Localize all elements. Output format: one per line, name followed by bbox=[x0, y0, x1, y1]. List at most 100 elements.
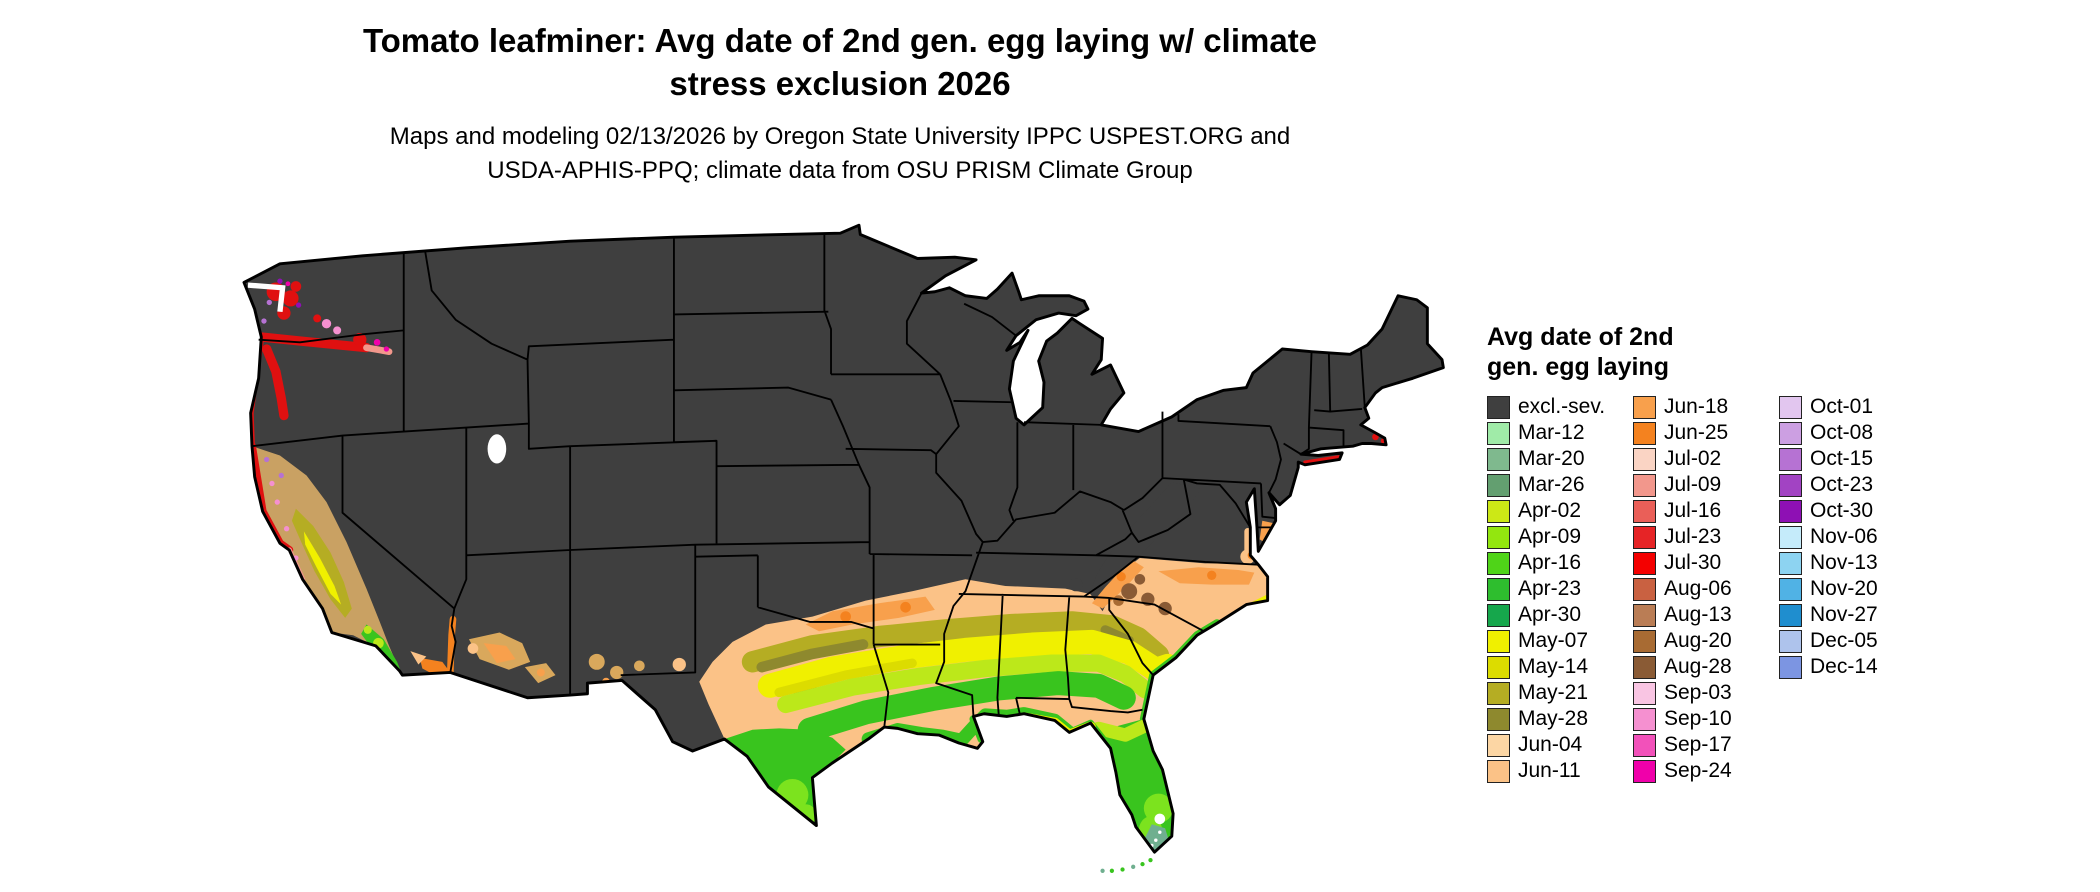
legend-row: Nov-27 bbox=[1779, 602, 1925, 628]
legend-row: Nov-06 bbox=[1779, 524, 1925, 550]
legend-row: May-07 bbox=[1487, 628, 1633, 654]
legend-row: Sep-03 bbox=[1633, 680, 1779, 706]
legend-swatch bbox=[1633, 577, 1656, 601]
legend-label: May-07 bbox=[1518, 629, 1589, 652]
legend-row: Apr-16 bbox=[1487, 550, 1633, 576]
legend-swatch bbox=[1487, 421, 1510, 445]
legend-swatch bbox=[1633, 655, 1656, 679]
legend-swatch bbox=[1633, 759, 1656, 783]
legend-label: Jul-30 bbox=[1664, 551, 1722, 574]
legend-row: Apr-02 bbox=[1487, 498, 1633, 524]
legend-label: Mar-12 bbox=[1518, 421, 1585, 444]
legend-swatch bbox=[1633, 473, 1656, 497]
legend-label: Nov-13 bbox=[1810, 551, 1878, 574]
legend-label: Sep-17 bbox=[1664, 733, 1732, 756]
legend-label: Jun-04 bbox=[1518, 733, 1583, 756]
legend-label: Aug-28 bbox=[1664, 655, 1732, 678]
legend-label: May-21 bbox=[1518, 681, 1589, 704]
legend-row: Sep-24 bbox=[1633, 758, 1779, 784]
legend-label: Jul-09 bbox=[1664, 473, 1722, 496]
legend-label: excl.-sev. bbox=[1518, 395, 1606, 418]
legend-row: Apr-30 bbox=[1487, 602, 1633, 628]
legend-row: Oct-08 bbox=[1779, 420, 1925, 446]
legend: Avg date of 2nd gen. egg laying excl.-se… bbox=[1487, 323, 1957, 784]
legend-row: Oct-15 bbox=[1779, 446, 1925, 472]
legend-row: Jun-18 bbox=[1633, 394, 1779, 420]
page-subtitle: Maps and modeling 02/13/2026 by Oregon S… bbox=[389, 123, 1291, 184]
legend-row: Mar-26 bbox=[1487, 472, 1633, 498]
legend-row: Aug-28 bbox=[1633, 654, 1779, 680]
legend-label: May-28 bbox=[1518, 707, 1589, 730]
legend-label: Mar-26 bbox=[1518, 473, 1585, 496]
map-water-bodies bbox=[247, 282, 1166, 825]
map-state-lines bbox=[251, 233, 1366, 728]
legend-row: Oct-01 bbox=[1779, 394, 1925, 420]
legend-row: Apr-23 bbox=[1487, 576, 1633, 602]
legend-swatch bbox=[1633, 603, 1656, 627]
legend-label: Oct-01 bbox=[1810, 395, 1874, 418]
map-outline bbox=[242, 223, 1445, 854]
legend-row: Jul-30 bbox=[1633, 550, 1779, 576]
page-title: Tomato leafminer: Avg date of 2nd gen. e… bbox=[362, 22, 1318, 102]
legend-label: Aug-06 bbox=[1664, 577, 1732, 600]
legend-label: Apr-02 bbox=[1518, 499, 1582, 522]
map-florida-keys bbox=[1100, 858, 1153, 873]
legend-swatch bbox=[1633, 395, 1656, 419]
legend-swatch bbox=[1487, 707, 1510, 731]
legend-label: Mar-20 bbox=[1518, 447, 1585, 470]
legend-label: Jun-18 bbox=[1664, 395, 1729, 418]
legend-label: May-14 bbox=[1518, 655, 1589, 678]
legend-swatch bbox=[1779, 421, 1802, 445]
legend-label: Jul-02 bbox=[1664, 447, 1722, 470]
legend-row: Aug-20 bbox=[1633, 628, 1779, 654]
legend-label: Oct-30 bbox=[1810, 499, 1874, 522]
legend-swatch bbox=[1633, 525, 1656, 549]
legend-label: Sep-24 bbox=[1664, 759, 1732, 782]
legend-swatch bbox=[1633, 707, 1656, 731]
legend-row: May-28 bbox=[1487, 706, 1633, 732]
legend-swatch bbox=[1487, 759, 1510, 783]
legend-label: Nov-27 bbox=[1810, 603, 1878, 626]
us-map-svg bbox=[242, 223, 1445, 873]
legend-row: Apr-09 bbox=[1487, 524, 1633, 550]
legend-swatch bbox=[1779, 525, 1802, 549]
legend-swatch bbox=[1633, 499, 1656, 523]
legend-row: May-14 bbox=[1487, 654, 1633, 680]
legend-row: Aug-13 bbox=[1633, 602, 1779, 628]
legend-label: Oct-15 bbox=[1810, 447, 1874, 470]
legend-label: Nov-20 bbox=[1810, 577, 1878, 600]
legend-swatch bbox=[1487, 577, 1510, 601]
legend-swatch bbox=[1487, 499, 1510, 523]
legend-label: Aug-20 bbox=[1664, 629, 1732, 652]
legend-swatch bbox=[1633, 421, 1656, 445]
legend-swatch bbox=[1779, 577, 1802, 601]
legend-row: Mar-20 bbox=[1487, 446, 1633, 472]
legend-label: Dec-05 bbox=[1810, 629, 1878, 652]
legend-swatch bbox=[1487, 525, 1510, 549]
legend-swatch bbox=[1487, 681, 1510, 705]
legend-label: Oct-23 bbox=[1810, 473, 1874, 496]
legend-row: Aug-06 bbox=[1633, 576, 1779, 602]
legend-swatch bbox=[1779, 395, 1802, 419]
legend-label: Apr-23 bbox=[1518, 577, 1582, 600]
legend-row: Nov-13 bbox=[1779, 550, 1925, 576]
legend-swatch bbox=[1779, 499, 1802, 523]
legend-label: Jul-16 bbox=[1664, 499, 1722, 522]
legend-label: Jun-25 bbox=[1664, 421, 1729, 444]
legend-column-3: Oct-01 Oct-08 Oct-15 Oct-23 Oct-30 Nov-06 Nov-… bbox=[1779, 394, 1925, 784]
legend-swatch bbox=[1487, 603, 1510, 627]
us-map bbox=[240, 222, 1446, 886]
legend-row: Nov-20 bbox=[1779, 576, 1925, 602]
legend-row: Jul-16 bbox=[1633, 498, 1779, 524]
legend-column-1: excl.-sev. Mar-12 Mar-20 Mar-26 Apr-02 Apr-09… bbox=[1487, 394, 1633, 784]
legend-row: Jul-23 bbox=[1633, 524, 1779, 550]
legend-swatch bbox=[1779, 447, 1802, 471]
legend-swatch bbox=[1779, 629, 1802, 653]
legend-row: Jul-02 bbox=[1633, 446, 1779, 472]
legend-swatch bbox=[1779, 655, 1802, 679]
legend-swatch bbox=[1633, 733, 1656, 757]
legend-label: Apr-30 bbox=[1518, 603, 1582, 626]
legend-row: excl.-sev. bbox=[1487, 394, 1633, 420]
legend-swatch bbox=[1487, 629, 1510, 653]
